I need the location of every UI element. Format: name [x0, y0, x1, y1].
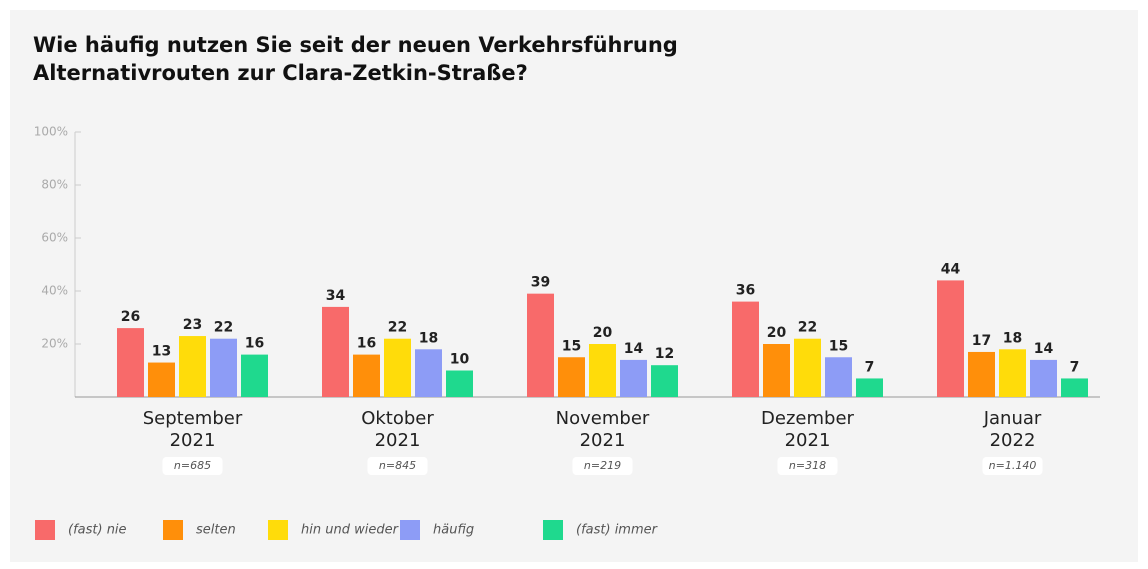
x-tick-label: 2021 — [375, 430, 421, 451]
value-label: 44 — [941, 261, 961, 277]
y-tick-label: 80% — [41, 178, 68, 192]
x-tick-label: Oktober — [361, 408, 434, 429]
legend-label: (fast) nie — [68, 523, 127, 538]
value-label: 7 — [865, 359, 875, 375]
value-label: 12 — [655, 346, 674, 362]
value-label: 14 — [1034, 341, 1054, 357]
legend-swatch — [543, 520, 563, 540]
value-label: 15 — [829, 338, 848, 354]
value-label: 10 — [450, 352, 470, 368]
value-label: 34 — [326, 288, 346, 304]
bar — [589, 344, 616, 397]
value-label: 22 — [798, 320, 817, 336]
n-badge — [982, 457, 1043, 475]
bar — [446, 370, 473, 397]
bar — [968, 351, 995, 397]
legend-swatch — [163, 520, 183, 540]
legend-label: hin und wieder — [301, 523, 400, 538]
bar — [210, 338, 237, 397]
bar — [856, 378, 883, 397]
sample-size: n=685 — [174, 459, 211, 472]
bar — [353, 354, 380, 397]
n-badge — [367, 457, 428, 475]
legend-swatch — [268, 520, 288, 540]
bar — [651, 365, 678, 397]
value-label: 18 — [419, 330, 438, 346]
x-tick-label: September — [143, 408, 243, 429]
value-label: 17 — [972, 333, 991, 349]
bar — [1061, 378, 1088, 397]
value-label: 39 — [531, 275, 550, 291]
bar — [241, 354, 268, 397]
value-label: 22 — [388, 320, 407, 336]
y-tick-label: 100% — [34, 125, 68, 139]
sample-size: n=845 — [379, 459, 416, 472]
value-label: 16 — [245, 336, 264, 352]
y-tick-label: 60% — [41, 231, 68, 245]
bar — [1030, 359, 1057, 397]
value-label: 20 — [593, 325, 613, 341]
value-label: 18 — [1003, 330, 1022, 346]
value-label: 20 — [767, 325, 787, 341]
x-tick-label: Januar — [983, 408, 1042, 429]
background — [10, 10, 1138, 562]
bar — [527, 293, 554, 397]
bar — [620, 359, 647, 397]
y-tick-label: 20% — [41, 337, 68, 351]
bar — [558, 357, 585, 397]
bar — [179, 336, 206, 397]
bar — [117, 328, 144, 397]
value-label: 22 — [214, 320, 233, 336]
bar — [999, 349, 1026, 397]
x-tick-label: November — [556, 408, 650, 429]
legend-label: häufig — [433, 523, 474, 538]
value-label: 15 — [562, 338, 581, 354]
bar — [763, 344, 790, 397]
legend-label: (fast) immer — [576, 523, 659, 538]
n-badge — [777, 457, 838, 475]
bar — [148, 362, 175, 397]
bar — [937, 280, 964, 397]
value-label: 36 — [736, 283, 755, 299]
x-tick-label: 2021 — [170, 430, 216, 451]
bar — [415, 349, 442, 397]
value-label: 23 — [183, 317, 202, 333]
legend-label: selten — [196, 523, 236, 538]
x-tick-label: 2021 — [580, 430, 626, 451]
value-label: 14 — [624, 341, 644, 357]
value-label: 16 — [357, 336, 376, 352]
bar — [322, 306, 349, 397]
bar — [825, 357, 852, 397]
sample-size: n=318 — [789, 459, 826, 472]
bar — [732, 301, 759, 397]
n-badge — [572, 457, 633, 475]
bar — [794, 338, 821, 397]
legend-swatch — [400, 520, 420, 540]
bar — [384, 338, 411, 397]
chart-title: Alternativrouten zur Clara-Zetkin-Straße… — [33, 61, 528, 85]
sample-size: n=1.140 — [989, 459, 1037, 472]
x-tick-label: 2021 — [785, 430, 831, 451]
legend-swatch — [35, 520, 55, 540]
x-tick-label: 2022 — [990, 430, 1036, 451]
n-badge — [162, 457, 223, 475]
value-label: 26 — [121, 309, 140, 325]
y-tick-label: 40% — [41, 284, 68, 298]
value-label: 7 — [1070, 359, 1080, 375]
x-tick-label: Dezember — [761, 408, 854, 429]
sample-size: n=219 — [584, 459, 621, 472]
chart-title: Wie häufig nutzen Sie seit der neuen Ver… — [33, 33, 678, 57]
value-label: 13 — [152, 344, 171, 360]
